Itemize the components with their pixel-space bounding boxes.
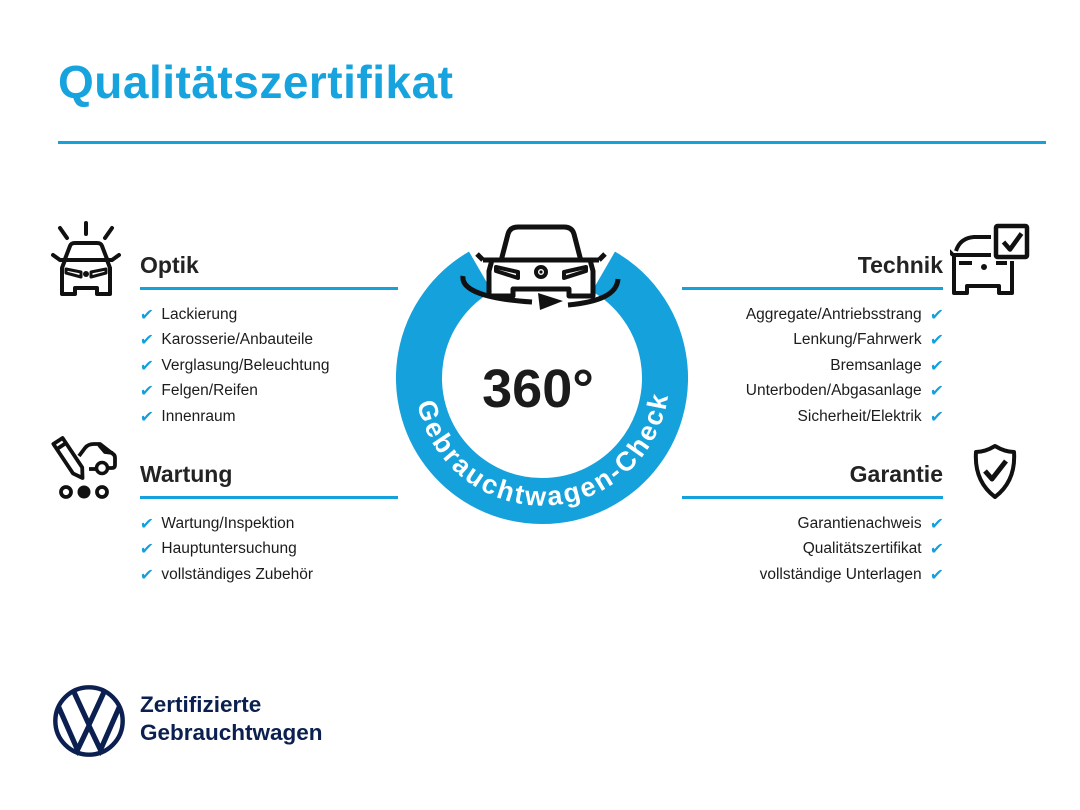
checklist-item: Garantienachweis ✔ xyxy=(682,511,945,537)
check-icon: ✔ xyxy=(139,564,155,584)
checklist-item: ✔ Felgen/Reifen xyxy=(139,379,398,405)
checklist: Aggregate/Antriebsstrang ✔ Lenkung/Fahrwe… xyxy=(682,302,945,430)
checklist-item: ✔ Verglasung/Beleuchtung xyxy=(139,353,398,379)
checklist-item: ✔ Hauptuntersuchung xyxy=(139,537,398,563)
car-checkbox-icon xyxy=(950,223,1030,295)
item-label: Hauptuntersuchung xyxy=(161,540,297,558)
item-label: Bremsanlage xyxy=(830,356,922,374)
item-label: Innenraum xyxy=(161,407,236,425)
item-label: Lenkung/Fahrwerk xyxy=(793,331,922,349)
section-wartung: Wartung ✔ Wartung/Inspektion ✔ Hauptunters… xyxy=(139,461,398,588)
vw-logo xyxy=(53,685,125,757)
item-label: Lackierung xyxy=(161,305,238,323)
checklist-item: Qualitätszertifikat ✔ xyxy=(682,537,945,563)
item-label: vollständiges Zubehör xyxy=(161,565,314,583)
checklist-item: Lenkung/Fahrwerk ✔ xyxy=(682,328,945,354)
check-icon: ✔ xyxy=(139,539,155,559)
checklist-item: Aggregate/Antriebsstrang ✔ xyxy=(682,302,945,328)
item-label: Karosserie/Anbauteile xyxy=(161,331,314,349)
check-icon: ✔ xyxy=(139,355,155,375)
checklist-item: vollständige Unterlagen ✔ xyxy=(682,562,945,588)
checklist-item: ✔ vollständiges Zubehör xyxy=(139,562,398,588)
section-title: Garantie xyxy=(849,461,943,487)
brand-wordmark: Zertifizierte Gebrauchtwagen xyxy=(140,691,323,747)
check-icon: ✔ xyxy=(928,406,945,426)
item-label: Verglasung/Beleuchtung xyxy=(161,356,330,374)
section-title: Wartung xyxy=(140,461,233,487)
item-label: Sicherheit/Elektrik xyxy=(797,407,922,425)
check-icon: ✔ xyxy=(928,330,945,350)
checklist: Garantienachweis ✔ Qualitätszertifikat ✔ v… xyxy=(682,511,945,588)
shiny-car-icon xyxy=(51,221,121,296)
check-icon: ✔ xyxy=(139,406,155,426)
check-icon: ✔ xyxy=(928,513,945,533)
checklist-item: Bremsanlage ✔ xyxy=(682,353,945,379)
item-label: Wartung/Inspektion xyxy=(161,514,295,532)
item-label: Felgen/Reifen xyxy=(161,382,258,400)
360-degree-value: 360° xyxy=(482,359,594,419)
shield-check-icon xyxy=(973,444,1017,499)
item-label: Qualitätszertifikat xyxy=(802,540,922,558)
item-label: vollständige Unterlagen xyxy=(759,565,922,583)
check-icon: ✔ xyxy=(928,539,945,559)
title-divider xyxy=(58,141,1046,144)
item-label: Garantienachweis xyxy=(797,514,922,532)
item-label: Unterboden/Abgasanlage xyxy=(745,382,922,400)
check-icon: ✔ xyxy=(928,381,945,401)
section-garantie: Garantie Garantienachweis ✔ Qualitätszert… xyxy=(682,461,945,588)
section-technik: Technik Aggregate/Antriebsstrang ✔ Lenkun… xyxy=(682,252,945,430)
check-icon: ✔ xyxy=(139,381,155,401)
service-pencil-car-icon xyxy=(51,436,117,499)
check-icon: ✔ xyxy=(928,355,945,375)
check-icon: ✔ xyxy=(139,513,155,533)
check-icon: ✔ xyxy=(928,304,945,324)
checklist-item: ✔ Innenraum xyxy=(139,404,398,430)
360-check-ring: Gebrauchtwagen-Check 360° xyxy=(396,224,688,525)
checklist: ✔ Wartung/Inspektion ✔ Hauptuntersuchung ✔… xyxy=(139,511,398,588)
rotating-car-icon xyxy=(460,224,621,310)
item-label: Aggregate/Antriebsstrang xyxy=(745,305,922,323)
brand-line-2: Gebrauchtwagen xyxy=(140,720,323,745)
checklist: ✔ Lackierung ✔ Karosserie/Anbauteile ✔ Verg… xyxy=(139,302,398,430)
checklist-item: ✔ Karosserie/Anbauteile xyxy=(139,328,398,354)
check-icon: ✔ xyxy=(928,564,945,584)
check-icon: ✔ xyxy=(139,304,155,324)
ring-arc xyxy=(396,251,688,525)
section-optik: Optik ✔ Lackierung ✔ Karosserie/Anbauteile… xyxy=(139,252,398,430)
checklist-item: Unterboden/Abgasanlage ✔ xyxy=(682,379,945,405)
checklist-item: Sicherheit/Elektrik ✔ xyxy=(682,404,945,430)
checklist-item: ✔ Lackierung xyxy=(139,302,398,328)
page-title: Qualitätszertifikat xyxy=(58,56,454,108)
check-icon: ✔ xyxy=(139,330,155,350)
checklist-item: ✔ Wartung/Inspektion xyxy=(139,511,398,537)
brand-line-1: Zertifizierte xyxy=(140,692,262,717)
section-title: Optik xyxy=(140,252,199,278)
section-title: Technik xyxy=(857,252,943,278)
